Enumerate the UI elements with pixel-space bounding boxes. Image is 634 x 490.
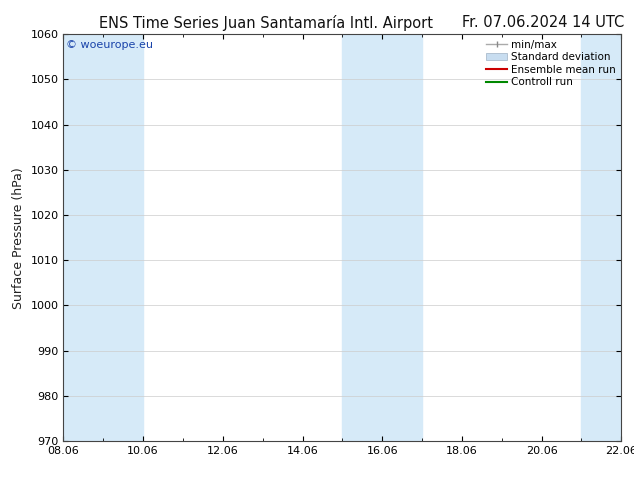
Bar <box>103 34 143 441</box>
Text: ENS Time Series Juan Santamaría Intl. Airport: ENS Time Series Juan Santamaría Intl. Ai… <box>100 15 433 31</box>
Bar <box>382 34 422 441</box>
Bar <box>342 34 382 441</box>
Text: Fr. 07.06.2024 14 UTC: Fr. 07.06.2024 14 UTC <box>462 15 624 30</box>
Legend: min/max, Standard deviation, Ensemble mean run, Controll run: min/max, Standard deviation, Ensemble me… <box>483 36 619 91</box>
Bar <box>581 34 621 441</box>
Text: © woeurope.eu: © woeurope.eu <box>66 40 153 50</box>
Bar <box>63 34 103 441</box>
Y-axis label: Surface Pressure (hPa): Surface Pressure (hPa) <box>12 167 25 309</box>
